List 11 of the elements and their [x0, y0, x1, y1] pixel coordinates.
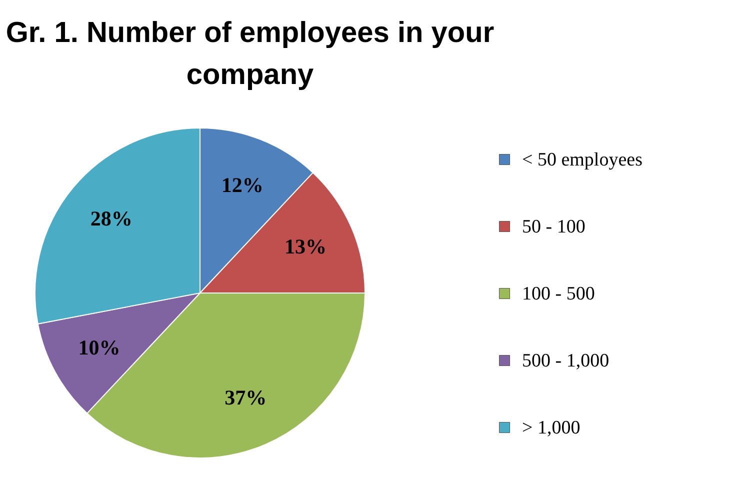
data-label: 10%	[78, 335, 120, 360]
legend-label: 50 - 100	[522, 216, 586, 238]
data-label: 13%	[284, 234, 327, 258]
legend-label: < 50 employees	[522, 150, 642, 170]
legend-label: 500 - 1,000	[522, 350, 610, 372]
legend-label: > 1,000	[522, 418, 580, 438]
data-label: 37%	[224, 386, 267, 410]
data-label: 12%	[221, 173, 264, 198]
legend-label: 100 - 500	[522, 284, 595, 304]
data-label: 28%	[90, 206, 132, 231]
chart-title: Gr. 1. Number of employees in your company	[6, 17, 494, 91]
